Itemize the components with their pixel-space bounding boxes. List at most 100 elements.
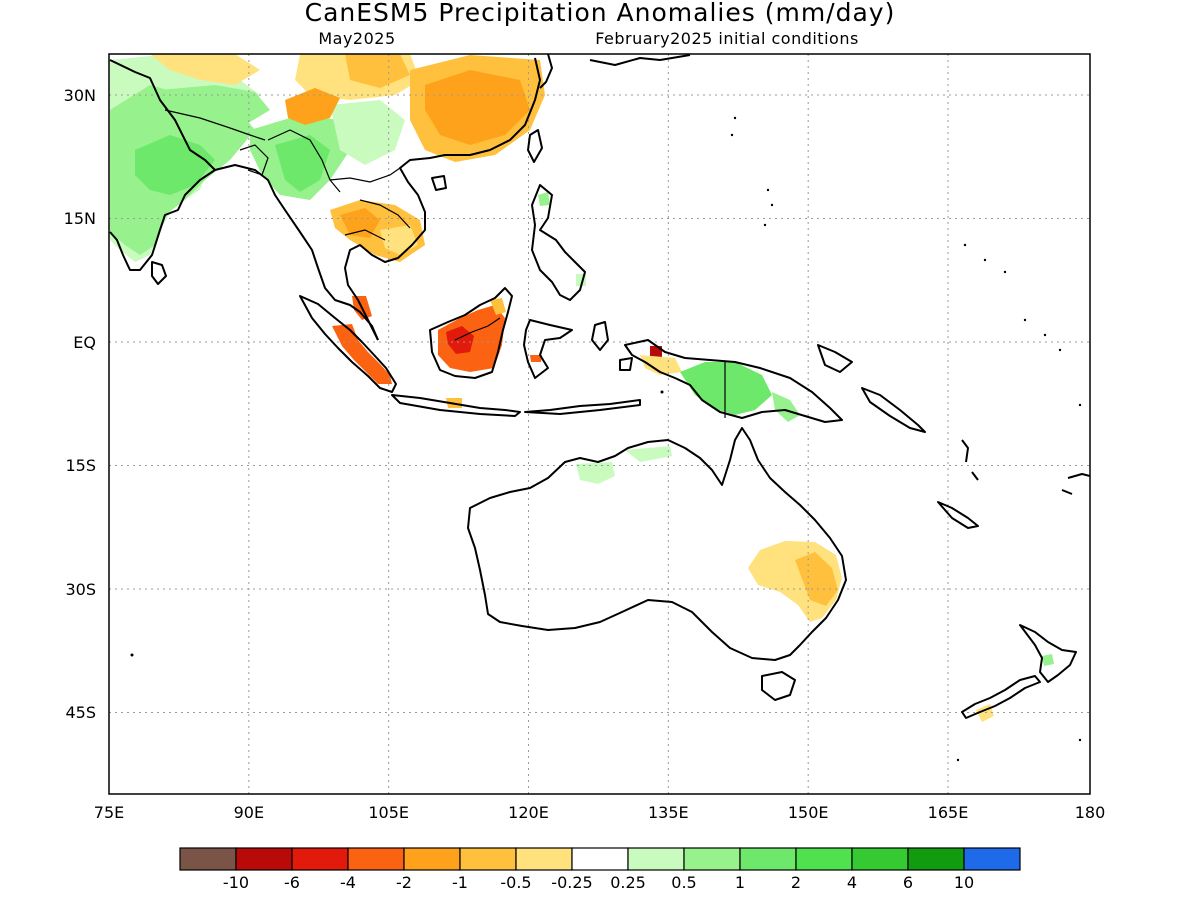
border-indochina [329, 167, 411, 241]
anomaly-sichuan [285, 88, 340, 125]
anomaly-myanmar-core [275, 135, 330, 192]
coast-new-caledonia [937, 501, 979, 529]
colorbar-swatch [795, 847, 853, 871]
coast-nz-north [1019, 624, 1077, 683]
colorbar-swatch [179, 847, 237, 871]
colorbar-swatch [627, 847, 685, 871]
colorbar: -10 -6 -4 -2 -1 -0.5 -0.25 0.25 0.5 1 2 4 6 10 [179, 847, 1021, 892]
plot-frame [108, 53, 1091, 795]
colorbar-label: 1 [735, 873, 745, 892]
border-bangladesh [239, 144, 269, 176]
border-nepal-bhutan [164, 109, 266, 141]
anomaly-central-china-core [425, 70, 530, 145]
lon-label-120e: 120E [508, 803, 549, 822]
lon-label-150e: 150E [788, 803, 829, 822]
colorbar-swatch [403, 847, 461, 871]
coast-fiji-vanuatu [961, 439, 1090, 495]
coast-taiwan [527, 129, 543, 163]
anomaly-borneo-north [490, 298, 506, 315]
colorbar-swatch [459, 847, 517, 871]
colorbar-label: 4 [847, 873, 857, 892]
coast-indochina [344, 57, 541, 341]
coast-lesser-sunda [524, 399, 641, 415]
colorbar-label: -1 [452, 873, 468, 892]
lon-label-90e: 90E [234, 803, 264, 822]
lat-lon-grid [109, 54, 1090, 794]
lon-label-105e: 105E [368, 803, 409, 822]
colorbar-swatch [571, 847, 629, 871]
anomaly-china-north-orange [345, 54, 410, 88]
coast-borneo [429, 287, 513, 379]
anomaly-indochina-core [340, 208, 380, 238]
small-islands [130, 116, 1082, 794]
forecast-month: May2025 [318, 29, 395, 48]
y-axis-labels: 30N 15N EQ 15S 30S 45S [64, 86, 96, 722]
coast-java [391, 394, 521, 417]
country-borders [164, 109, 726, 418]
anomaly-borneo-core [446, 326, 474, 354]
coast-korea-japan [539, 54, 691, 89]
lon-label-180: 180 [1075, 803, 1106, 822]
anomaly-nz-north [1042, 654, 1054, 666]
coast-nz-south [961, 675, 1041, 719]
coast-sulawesi [523, 319, 573, 379]
coast-india [109, 59, 216, 271]
anomaly-philippines [538, 192, 550, 206]
colorbar-swatch [683, 847, 741, 871]
anomaly-papua-birdshead [650, 346, 662, 358]
lat-label-15n: 15N [64, 209, 96, 228]
x-axis-labels: 75E 90E 105E 120E 135E 150E 165E 180 [94, 803, 1106, 822]
lat-label-45s: 45S [65, 703, 96, 722]
colorbar-labels: -10 -6 -4 -2 -1 -0.5 -0.25 0.25 0.5 1 2 4 6 10 [223, 873, 974, 892]
colorbar-label: 10 [954, 873, 974, 892]
border-myanmar-china [267, 129, 341, 193]
ocean-background [109, 54, 1090, 794]
anomaly-new-guinea [680, 362, 772, 415]
lat-label-30s: 30S [65, 580, 96, 599]
colorbar-swatch [907, 847, 965, 871]
coast-sumatra [299, 295, 397, 393]
plot-area [109, 54, 1090, 794]
anomaly-sumatra [332, 324, 392, 384]
colorbar-label: 0.5 [671, 873, 696, 892]
colorbar-label: -10 [223, 873, 249, 892]
colorbar-swatch [851, 847, 909, 871]
colorbar-swatch [963, 847, 1021, 871]
coast-bay-of-bengal-east [214, 164, 379, 341]
coastlines [109, 54, 1090, 719]
lat-label-15s: 15S [65, 456, 96, 475]
colorbar-label: -0.5 [500, 873, 531, 892]
anomaly-east-australia-core [795, 552, 838, 606]
colorbar-label: 0.25 [610, 873, 646, 892]
coast-new-guinea [624, 339, 843, 423]
anomaly-india-north [135, 135, 215, 195]
coast-tasmania [761, 671, 796, 701]
anomaly-nw-australia [576, 462, 615, 484]
anomaly-papua-west [640, 355, 682, 375]
colorbar-label: -2 [396, 873, 412, 892]
coast-hainan [431, 175, 447, 191]
colorbar-swatch [347, 847, 405, 871]
colorbar-swatch [739, 847, 797, 871]
anomaly-sw-china-green [330, 100, 405, 165]
lon-label-75e: 75E [94, 803, 124, 822]
lat-label-30n: 30N [64, 86, 96, 105]
colorbar-swatches [179, 847, 1021, 871]
anomaly-tibet [150, 54, 260, 85]
colorbar-label: 6 [903, 873, 913, 892]
colorbar-label: -0.25 [551, 873, 592, 892]
lon-label-165e: 165E [928, 803, 969, 822]
initial-conditions: February2025 initial conditions [595, 29, 859, 48]
colorbar-label: -4 [340, 873, 356, 892]
coast-australia [467, 427, 847, 661]
lon-label-135e: 135E [648, 803, 689, 822]
colorbar-label: 2 [791, 873, 801, 892]
coast-sri-lanka [151, 261, 167, 285]
colorbar-swatch [291, 847, 349, 871]
coast-new-britain [817, 344, 853, 373]
anomaly-sulawesi [530, 355, 542, 362]
anomaly-new-guinea-east [772, 392, 800, 422]
colorbar-swatch [235, 847, 293, 871]
lat-label-eq: EQ [73, 333, 96, 352]
